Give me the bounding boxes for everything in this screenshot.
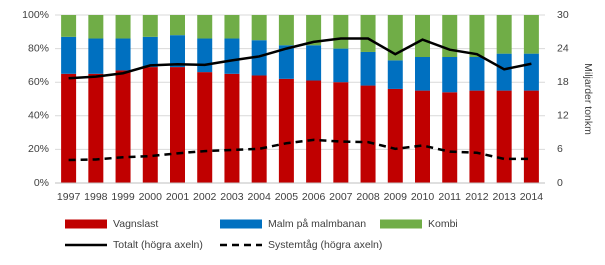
bar-segment bbox=[496, 90, 512, 183]
bar-segment bbox=[61, 15, 77, 37]
bar-segment bbox=[278, 78, 294, 183]
bar-segment bbox=[415, 90, 430, 183]
x-tick-label: 2012 bbox=[465, 191, 489, 203]
y2-tick-label: 24 bbox=[557, 42, 569, 54]
bar-segment bbox=[469, 90, 485, 183]
bar-segment bbox=[115, 38, 131, 71]
bar-segment bbox=[142, 15, 158, 37]
bar-segment bbox=[442, 15, 458, 57]
bar-segment bbox=[88, 73, 104, 183]
bar-segment bbox=[442, 57, 458, 93]
x-tick-label: 2013 bbox=[492, 191, 516, 203]
bar-segment bbox=[523, 15, 539, 54]
bar-segment bbox=[197, 15, 213, 39]
bar-segment bbox=[251, 75, 267, 183]
bar-segment bbox=[415, 57, 430, 91]
bar-segment bbox=[224, 15, 240, 39]
y-tick-label: 20% bbox=[28, 143, 49, 155]
bar-segment bbox=[142, 67, 158, 183]
bar-segment bbox=[224, 38, 240, 74]
bar-segment bbox=[115, 15, 131, 39]
x-tick-label: 2000 bbox=[139, 191, 163, 203]
x-tick-label: 2003 bbox=[220, 191, 244, 203]
bar-segment bbox=[278, 15, 294, 46]
bar-segment bbox=[469, 15, 485, 57]
bar-segment bbox=[496, 53, 512, 91]
bar-segment bbox=[387, 60, 403, 89]
bar-segment bbox=[387, 88, 403, 183]
bar-segment bbox=[88, 38, 104, 74]
x-tick-label: 2011 bbox=[438, 191, 461, 203]
legend-swatch bbox=[220, 219, 262, 229]
bar-segment bbox=[496, 15, 512, 54]
x-tick-label: 1998 bbox=[84, 191, 108, 203]
x-tick-label: 2014 bbox=[520, 191, 544, 203]
bar-segment bbox=[387, 15, 403, 61]
bar-segment bbox=[523, 53, 539, 91]
bar-segment bbox=[115, 70, 131, 183]
bar-segment bbox=[88, 15, 104, 39]
x-tick-label: 2004 bbox=[247, 191, 271, 203]
bar-segment bbox=[360, 15, 376, 52]
x-tick-label: 2010 bbox=[411, 191, 435, 203]
legend-label: Vagnslast bbox=[113, 218, 158, 230]
bar-segment bbox=[333, 82, 349, 183]
x-tick-label: 2007 bbox=[329, 191, 353, 203]
x-tick-label: 2002 bbox=[193, 191, 217, 203]
bar-segment bbox=[170, 67, 185, 183]
bar-segment bbox=[306, 45, 322, 81]
bar-segment bbox=[333, 15, 349, 49]
x-tick-label: 1999 bbox=[111, 191, 135, 203]
y-tick-label: 60% bbox=[28, 76, 49, 88]
bar-segment bbox=[142, 36, 158, 68]
y-tick-label: 80% bbox=[28, 42, 49, 54]
line-series bbox=[68, 37, 532, 80]
legend-swatch bbox=[65, 219, 107, 229]
bar-segment bbox=[224, 73, 240, 183]
bar-segment bbox=[523, 90, 539, 183]
y2-axis-label: Miljarder tonkm bbox=[582, 63, 594, 135]
x-tick-label: 1997 bbox=[57, 191, 81, 203]
bar-segment bbox=[170, 35, 185, 68]
y2-tick-label: 30 bbox=[557, 9, 569, 21]
bar-segment bbox=[61, 36, 77, 74]
bar-segment bbox=[278, 45, 294, 79]
legend-label: Kombi bbox=[428, 218, 458, 230]
y2-tick-label: 12 bbox=[557, 110, 569, 122]
bar-segment bbox=[469, 57, 485, 91]
y2-tick-label: 18 bbox=[557, 76, 569, 88]
bar-segment bbox=[442, 92, 458, 183]
bar-segment bbox=[306, 15, 322, 46]
y-tick-label: 100% bbox=[22, 9, 49, 21]
bar-segment bbox=[415, 15, 430, 57]
y-tick-label: 0% bbox=[34, 177, 49, 189]
legend-swatch bbox=[380, 219, 422, 229]
bar-segment bbox=[170, 15, 185, 36]
line-series bbox=[68, 138, 532, 162]
bar-segment bbox=[61, 73, 77, 183]
legend-label: Malm på malmbanan bbox=[268, 218, 366, 230]
bar-segment bbox=[251, 15, 267, 41]
x-tick-label: 2006 bbox=[302, 191, 326, 203]
bar-segment bbox=[333, 48, 349, 83]
x-tick-label: 2001 bbox=[166, 191, 190, 203]
bar-segment bbox=[360, 51, 376, 86]
legend-label: Totalt (högra axeln) bbox=[113, 239, 203, 251]
x-tick-label: 2009 bbox=[384, 191, 408, 203]
legend-label: Systemtåg (högra axeln) bbox=[268, 239, 382, 251]
bar-segment bbox=[306, 80, 322, 183]
bar-segment bbox=[197, 72, 213, 183]
x-tick-label: 2005 bbox=[275, 191, 299, 203]
bar-segment bbox=[197, 38, 213, 73]
y2-tick-label: 6 bbox=[557, 143, 563, 155]
bar-segment bbox=[360, 85, 376, 183]
y-tick-label: 40% bbox=[28, 110, 49, 122]
y2-tick-label: 0 bbox=[557, 177, 563, 189]
x-tick-label: 2008 bbox=[356, 191, 380, 203]
bar-segment bbox=[251, 40, 267, 76]
